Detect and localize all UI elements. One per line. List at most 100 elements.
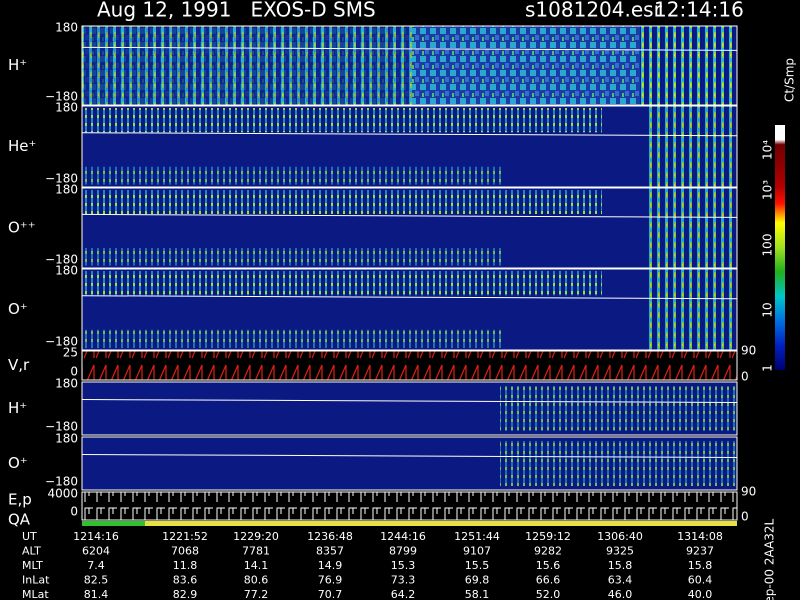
table-cell: 83.6 <box>173 574 198 587</box>
panel-frame <box>81 25 738 106</box>
table-cell: 7781 <box>242 545 270 558</box>
panel-image <box>82 166 502 185</box>
panel-image <box>82 248 502 266</box>
y-tick-label: −180 <box>45 172 78 186</box>
table-cell: 15.5 <box>465 559 490 572</box>
table-cell: 70.7 <box>318 588 343 600</box>
panel-frame <box>81 105 738 188</box>
table-cell: 1229:20 <box>233 530 279 543</box>
panel-line <box>81 46 738 51</box>
panel-frame <box>81 381 738 436</box>
panel-label: He⁺ <box>8 137 36 155</box>
table-cell: 7068 <box>171 545 199 558</box>
y-tick-label: 180 <box>55 432 78 446</box>
footer-note: Sep-00 2AA32L <box>763 519 777 600</box>
panel-frame <box>81 436 738 491</box>
y-tick-label: 180 <box>55 377 78 391</box>
table-cell: 15.3 <box>391 559 416 572</box>
y-tick-label: 180 <box>55 183 78 197</box>
table-cell: 9282 <box>534 545 562 558</box>
panel-image <box>645 188 737 268</box>
panel-image <box>82 271 602 296</box>
table-cell: 8799 <box>389 545 417 558</box>
table-cell: 82.5 <box>84 574 109 587</box>
y-tick-label: 180 <box>55 264 78 278</box>
y-tick-label: 0 <box>70 365 78 379</box>
table-cell: 9107 <box>463 545 491 558</box>
panel-frame <box>81 350 738 381</box>
table-cell: 64.2 <box>391 588 416 600</box>
panel-image <box>82 190 602 214</box>
table-cell: 1314:08 <box>677 530 723 543</box>
table-cell: 8357 <box>316 545 344 558</box>
panel-frame <box>81 187 738 269</box>
table-cell: 66.6 <box>536 574 561 587</box>
y-tick-label: −180 <box>45 475 78 489</box>
colorbar-tick-label: 1 <box>761 364 775 372</box>
table-cell: 1236:48 <box>307 530 353 543</box>
table-cell: 15.8 <box>688 559 713 572</box>
panel-line <box>81 213 738 218</box>
colorbar-tick-label: 10 <box>761 302 775 317</box>
table-cell: 77.2 <box>244 588 269 600</box>
table-cell: 58.1 <box>465 588 490 600</box>
qa-bar <box>145 521 737 526</box>
y-tick-label: 0 <box>70 505 78 519</box>
y-tick-label: 180 <box>55 101 78 115</box>
file-name: s1081204.esr <box>525 0 663 22</box>
y-tick-label: 25 <box>63 346 78 360</box>
panel-image <box>82 26 412 105</box>
table-cell: 69.8 <box>465 574 490 587</box>
table-cell: 11.8 <box>173 559 198 572</box>
table-cell: 14.1 <box>244 559 269 572</box>
panel-image <box>82 108 602 133</box>
panel-line <box>81 453 738 458</box>
colorbar-title: Ct/Smp <box>783 58 797 102</box>
panel-label: E,p <box>8 491 32 509</box>
table-cell: 6204 <box>82 545 110 558</box>
panel-label: O⁺⁺ <box>8 219 36 237</box>
table-cell: 1251:44 <box>454 530 500 543</box>
table-cell: 14.9 <box>318 559 343 572</box>
table-cell: 82.9 <box>173 588 198 600</box>
colorbar-tick-label: 10⁴ <box>761 140 775 160</box>
table-cell: 40.0 <box>688 588 713 600</box>
panel-image <box>640 26 737 105</box>
panel-image <box>82 329 502 348</box>
table-cell: 1214:16 <box>73 530 119 543</box>
table-cell: 46.0 <box>608 588 633 600</box>
y-tick-label: 4000 <box>47 487 78 501</box>
row-header: MLT <box>22 559 43 572</box>
table-cell: 1306:40 <box>597 530 643 543</box>
table-cell: 7.4 <box>87 559 105 572</box>
row-header: InLat <box>22 574 50 587</box>
qa-bar <box>82 521 145 526</box>
panel-frame <box>81 268 738 351</box>
table-cell: 52.0 <box>536 588 561 600</box>
panel-image <box>500 441 737 486</box>
panel-frame <box>81 491 738 521</box>
panel-image <box>500 386 737 431</box>
panel-label: H⁺ <box>8 399 27 417</box>
row-header: ALT <box>22 545 41 558</box>
table-cell: 73.3 <box>391 574 416 587</box>
panel-image <box>645 106 737 187</box>
panel-image <box>82 492 737 520</box>
time: 12:14:16 <box>654 0 744 22</box>
table-cell: 1221:52 <box>162 530 208 543</box>
panel-label: H⁺ <box>8 56 27 74</box>
table-cell: 15.6 <box>536 559 561 572</box>
table-cell: 60.4 <box>688 574 713 587</box>
colorbar <box>775 125 785 370</box>
y2-tick-label: 90 <box>741 485 756 499</box>
table-cell: 81.4 <box>84 588 109 600</box>
table-cell: 80.6 <box>244 574 269 587</box>
table-cell: 15.8 <box>608 559 633 572</box>
y-tick-label: −180 <box>45 90 78 104</box>
table-cell: 9237 <box>686 545 714 558</box>
y-tick-label: −180 <box>45 335 78 349</box>
y2-tick-label: 0 <box>741 370 749 384</box>
table-cell: 1244:16 <box>380 530 426 543</box>
row-header: MLat <box>22 588 49 600</box>
panel-line <box>81 295 738 300</box>
